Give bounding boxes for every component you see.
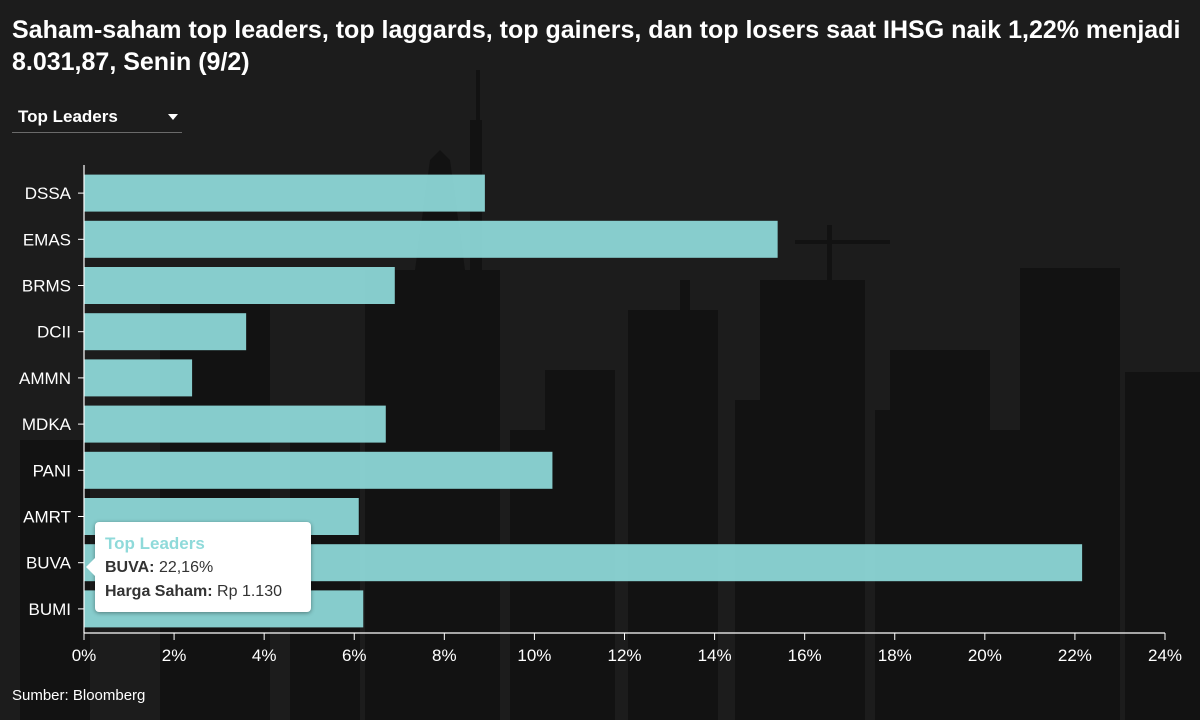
x-tick-label: 2% [162,646,187,665]
y-tick-label: MDKA [22,415,72,434]
x-tick-label: 12% [607,646,641,665]
tooltip-line-1: BUVA: 22,16% [105,556,301,580]
x-tick-label: 0% [72,646,97,665]
bar-mdka[interactable] [84,405,386,443]
tooltip-title: Top Leaders [105,534,205,553]
tooltip-ticker-label: BUVA: [105,559,155,576]
chart-title: Saham-saham top leaders, top laggards, t… [12,16,1181,76]
tooltip-line-2: Harga Saham: Rp 1.130 [105,580,301,604]
bar-dcii[interactable] [84,313,247,351]
x-tick-label: 22% [1058,646,1092,665]
y-tick-label: EMAS [23,230,71,249]
tooltip-ticker-value: 22,16% [158,559,214,576]
y-tick-label: DSSA [25,184,72,203]
bar-emas[interactable] [84,220,778,258]
x-tick-label: 6% [342,646,367,665]
x-tick-label: 4% [252,646,277,665]
x-tick-label: 24% [1148,646,1182,665]
chevron-down-icon [168,114,178,120]
x-tick-label: 18% [878,646,912,665]
tooltip-price-label: Harga Saham: [105,583,213,600]
y-tick-label: BUVA [26,554,72,573]
x-tick-label: 8% [432,646,457,665]
bar-brms[interactable] [84,267,395,304]
y-tick-label: AMRT [23,508,71,527]
x-tick-label: 10% [517,646,551,665]
y-tick-label: DCII [37,323,71,342]
bar-dssa[interactable] [84,174,485,212]
x-tick-label: 20% [968,646,1002,665]
y-tick-label: AMMN [19,369,71,388]
bar-ammn[interactable] [84,359,193,397]
x-tick-label: 14% [698,646,732,665]
y-tick-label: PANI [33,461,71,480]
tooltip-price-value: Rp 1.130 [217,583,282,600]
y-tick-label: BUMI [29,600,72,619]
bar-pani[interactable] [84,451,553,489]
source-note: Sumber: Bloomberg [12,687,146,704]
dropdown-selected-label: Top Leaders [18,107,118,126]
y-tick-label: BRMS [22,277,71,296]
category-dropdown[interactable]: Top Leaders [12,102,182,133]
chart-tooltip: Top Leaders BUVA: 22,16% Harga Saham: Rp… [86,522,311,612]
x-tick-label: 16% [788,646,822,665]
